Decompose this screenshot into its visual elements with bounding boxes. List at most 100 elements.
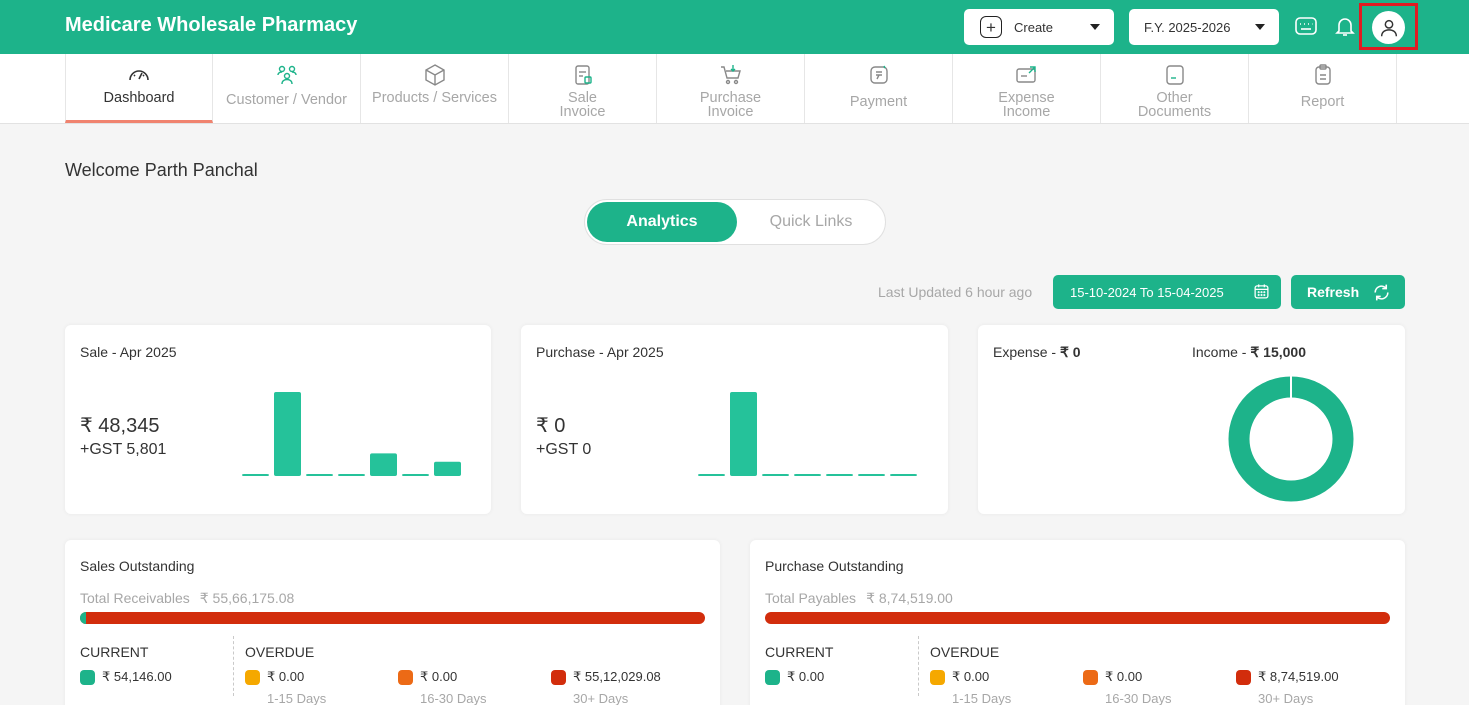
main-nav: Dashboard Customer / Vendor Products / S… bbox=[0, 54, 1469, 124]
purchase-outstanding-card: Purchase Outstanding Total Payables ₹ 8,7… bbox=[750, 540, 1405, 705]
total-payables-value: ₹ 8,74,519.00 bbox=[866, 590, 953, 606]
overdue-dot bbox=[398, 669, 413, 685]
avatar-button[interactable] bbox=[1372, 11, 1405, 44]
tab-quick-links[interactable]: Quick Links bbox=[769, 213, 853, 230]
current-stat: ₹ 54,146.00 bbox=[80, 669, 172, 685]
nav-label: Expense Income bbox=[998, 90, 1055, 120]
keyboard-icon[interactable] bbox=[1294, 14, 1318, 38]
expense-title: Expense - ₹ 0 bbox=[993, 344, 1081, 361]
box-icon bbox=[424, 64, 445, 86]
receivables-current-fill bbox=[80, 612, 87, 624]
overdue-value: ₹ 0.00 bbox=[952, 669, 990, 684]
user-icon bbox=[1380, 19, 1397, 36]
current-heading: CURRENT bbox=[765, 644, 834, 660]
chart-bar bbox=[338, 474, 365, 476]
refresh-button[interactable]: Refresh bbox=[1291, 275, 1405, 309]
current-stat: ₹ 0.00 bbox=[765, 669, 824, 685]
nav-label: Payment bbox=[849, 94, 908, 110]
overdue-1-15-stat: ₹ 0.00 bbox=[930, 669, 989, 685]
chart-bar bbox=[762, 474, 789, 476]
nav-report[interactable]: Report bbox=[1249, 54, 1397, 123]
refresh-icon bbox=[1374, 284, 1389, 301]
nav-sale-invoice[interactable]: Sale Invoice bbox=[509, 54, 657, 123]
refresh-label: Refresh bbox=[1307, 284, 1360, 300]
speedometer-icon bbox=[129, 70, 149, 81]
overdue-value: ₹ 0.00 bbox=[1105, 669, 1143, 684]
nav-label: Customer / Vendor bbox=[226, 92, 347, 108]
days-label: 1-15 Days bbox=[952, 691, 1012, 705]
nav-label: Dashboard bbox=[103, 90, 175, 106]
purchase-amount: ₹ 0 bbox=[536, 415, 566, 437]
purchase-outstanding-title: Purchase Outstanding bbox=[765, 558, 904, 574]
purchase-card: Purchase - Apr 2025 ₹ 0 +GST 0 bbox=[521, 325, 948, 514]
nav-label: Purchase Invoice bbox=[699, 90, 762, 120]
tab-analytics[interactable]: Analytics bbox=[587, 202, 737, 242]
chart-bar bbox=[306, 474, 333, 476]
expense-icon bbox=[1015, 66, 1036, 83]
nav-dashboard[interactable]: Dashboard bbox=[65, 54, 213, 123]
overdue-dot bbox=[1083, 669, 1098, 685]
income-donut-chart bbox=[1228, 376, 1354, 502]
top-bar: Medicare Wholesale Pharmacy + Create F.Y… bbox=[0, 0, 1469, 54]
last-updated-text: Last Updated 6 hour ago bbox=[878, 284, 1033, 300]
expense-label: Expense - bbox=[993, 344, 1060, 360]
overdue-value: ₹ 8,74,519.00 bbox=[1258, 669, 1339, 684]
payables-bar bbox=[765, 612, 1390, 624]
current-value: ₹ 0.00 bbox=[787, 669, 825, 684]
brand-title: Medicare Wholesale Pharmacy bbox=[65, 14, 358, 36]
chevron-down-icon bbox=[1255, 24, 1265, 30]
overdue-value: ₹ 55,12,029.08 bbox=[573, 669, 661, 684]
date-range-label: 15-10-2024 To 15-04-2025 bbox=[1070, 284, 1224, 300]
total-receivables-label: Total Receivables bbox=[80, 590, 190, 606]
total-receivables: Total Receivables ₹ 55,66,175.08 bbox=[80, 590, 294, 607]
fiscal-year-select[interactable]: F.Y. 2025-2026 bbox=[1129, 9, 1279, 45]
nav-label: Report bbox=[1300, 94, 1345, 110]
income-label: Income - bbox=[1192, 344, 1251, 360]
calendar-icon bbox=[1254, 284, 1269, 299]
plus-icon: + bbox=[980, 16, 1002, 38]
nav-payment[interactable]: Payment bbox=[805, 54, 953, 123]
overdue-value: ₹ 0.00 bbox=[420, 669, 458, 684]
bell-icon[interactable] bbox=[1333, 14, 1357, 38]
income-title: Income - ₹ 15,000 bbox=[1192, 344, 1306, 361]
divider bbox=[233, 636, 234, 696]
purchase-card-title: Purchase - Apr 2025 bbox=[536, 344, 664, 360]
purchase-gst: +GST 0 bbox=[536, 441, 592, 458]
overdue-dot bbox=[245, 669, 260, 685]
days-label: 30+ Days bbox=[573, 691, 629, 705]
chart-bar bbox=[794, 474, 821, 476]
overdue-16-30-stat: ₹ 0.00 bbox=[1083, 669, 1142, 685]
current-value: ₹ 54,146.00 bbox=[102, 669, 172, 684]
sale-card-title: Sale - Apr 2025 bbox=[80, 344, 177, 360]
chart-bar bbox=[826, 474, 853, 476]
create-button[interactable]: + Create bbox=[964, 9, 1114, 45]
total-receivables-value: ₹ 55,66,175.08 bbox=[199, 590, 295, 606]
date-range-picker[interactable]: 15-10-2024 To 15-04-2025 bbox=[1053, 275, 1281, 309]
overdue-heading: OVERDUE bbox=[930, 644, 1000, 660]
overdue-dot bbox=[930, 669, 945, 685]
current-heading: CURRENT bbox=[80, 644, 149, 660]
chart-bar bbox=[402, 474, 429, 476]
days-label: 16-30 Days bbox=[420, 691, 487, 705]
overdue-16-30-stat: ₹ 0.00 bbox=[398, 669, 457, 685]
nav-label: Products / Services bbox=[372, 90, 497, 106]
nav-customer-vendor[interactable]: Customer / Vendor bbox=[213, 54, 361, 123]
overdue-value: ₹ 0.00 bbox=[267, 669, 305, 684]
nav-expense-income[interactable]: Expense Income bbox=[953, 54, 1101, 123]
current-dot bbox=[765, 669, 780, 685]
chart-bar bbox=[434, 461, 461, 476]
overdue-30-plus-stat: ₹ 55,12,029.08 bbox=[551, 669, 661, 685]
overdue-dot bbox=[1236, 669, 1251, 685]
sales-outstanding-card: Sales Outstanding Total Receivables ₹ 55,… bbox=[65, 540, 720, 705]
days-label: 30+ Days bbox=[1258, 691, 1314, 705]
create-label: Create bbox=[1014, 19, 1054, 35]
income-donut-ring bbox=[1228, 376, 1354, 502]
days-label: 1-15 Days bbox=[267, 691, 327, 705]
nav-other-documents[interactable]: Other Documents bbox=[1101, 54, 1249, 123]
sale-invoice-icon bbox=[574, 65, 592, 85]
nav-products-services[interactable]: Products / Services bbox=[361, 54, 509, 123]
sale-card: Sale - Apr 2025 ₹ 48,345 +GST 5,801 bbox=[65, 325, 491, 514]
chart-bar bbox=[858, 474, 885, 476]
nav-purchase-invoice[interactable]: Purchase Invoice bbox=[657, 54, 805, 123]
users-icon bbox=[276, 65, 297, 85]
